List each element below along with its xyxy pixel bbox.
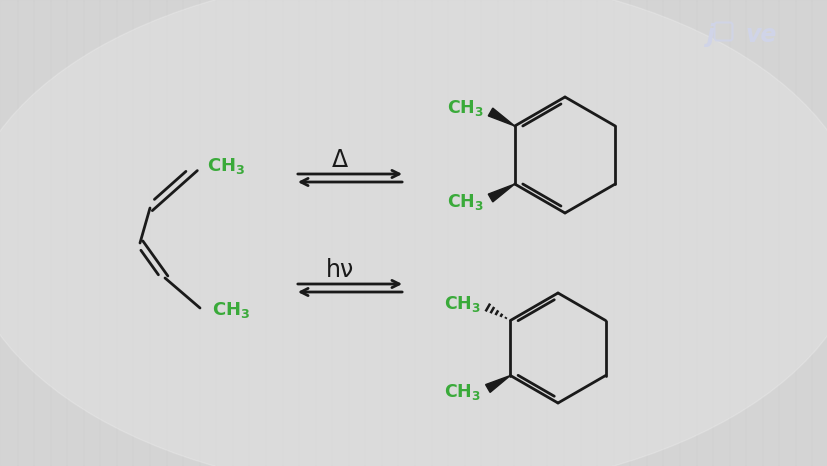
Bar	[380, 0, 398, 466]
Bar	[232, 0, 249, 466]
Text: j: j	[705, 23, 713, 47]
Bar	[314, 0, 332, 466]
Bar	[496, 0, 514, 466]
Bar	[248, 0, 265, 466]
Polygon shape	[488, 184, 514, 202]
Bar	[678, 0, 696, 466]
Text: Δ: Δ	[332, 148, 347, 172]
Bar	[645, 0, 662, 466]
Bar	[777, 0, 795, 466]
Bar	[463, 0, 480, 466]
Bar	[513, 0, 530, 466]
Bar	[595, 0, 613, 466]
Bar	[711, 0, 729, 466]
Bar	[744, 0, 762, 466]
Bar	[562, 0, 580, 466]
Bar	[347, 0, 365, 466]
Bar	[810, 0, 827, 466]
Bar	[149, 0, 166, 466]
Bar	[728, 0, 745, 466]
Text: $\mathregular{CH_3}$: $\mathregular{CH_3}$	[443, 294, 480, 314]
Bar	[116, 0, 133, 466]
Bar	[662, 0, 679, 466]
Bar	[695, 0, 712, 466]
Bar	[298, 0, 315, 466]
Text: $\mathregular{CH_3}$: $\mathregular{CH_3}$	[207, 156, 245, 176]
Bar	[99, 0, 117, 466]
Text: ve: ve	[745, 23, 777, 47]
Bar	[265, 0, 282, 466]
Bar	[132, 0, 150, 466]
Bar	[331, 0, 348, 466]
Bar	[215, 0, 232, 466]
Bar	[579, 0, 596, 466]
Bar	[198, 0, 216, 466]
Bar	[546, 0, 563, 466]
Text: hν: hν	[326, 258, 354, 282]
Bar	[612, 0, 629, 466]
Bar	[397, 0, 414, 466]
Bar	[66, 0, 84, 466]
Bar	[50, 0, 67, 466]
Bar	[529, 0, 547, 466]
Polygon shape	[485, 376, 509, 392]
Bar	[165, 0, 183, 466]
Polygon shape	[488, 108, 514, 126]
Bar	[414, 0, 431, 466]
Bar	[0, 0, 17, 466]
Bar	[629, 0, 646, 466]
Bar	[794, 0, 811, 466]
Bar	[182, 0, 199, 466]
Text: $\mathregular{CH_3}$: $\mathregular{CH_3}$	[446, 192, 483, 212]
Bar	[761, 0, 778, 466]
Bar	[430, 0, 447, 466]
Bar	[364, 0, 381, 466]
Bar	[281, 0, 299, 466]
Text: $\mathregular{CH_3}$: $\mathregular{CH_3}$	[443, 383, 480, 403]
Text: $\mathregular{CH_3}$: $\mathregular{CH_3}$	[212, 300, 250, 320]
Text: $\mathregular{CH_3}$: $\mathregular{CH_3}$	[446, 98, 483, 118]
Bar	[83, 0, 100, 466]
Bar	[17, 0, 34, 466]
Bar	[33, 0, 50, 466]
Bar	[447, 0, 464, 466]
Bar	[480, 0, 497, 466]
